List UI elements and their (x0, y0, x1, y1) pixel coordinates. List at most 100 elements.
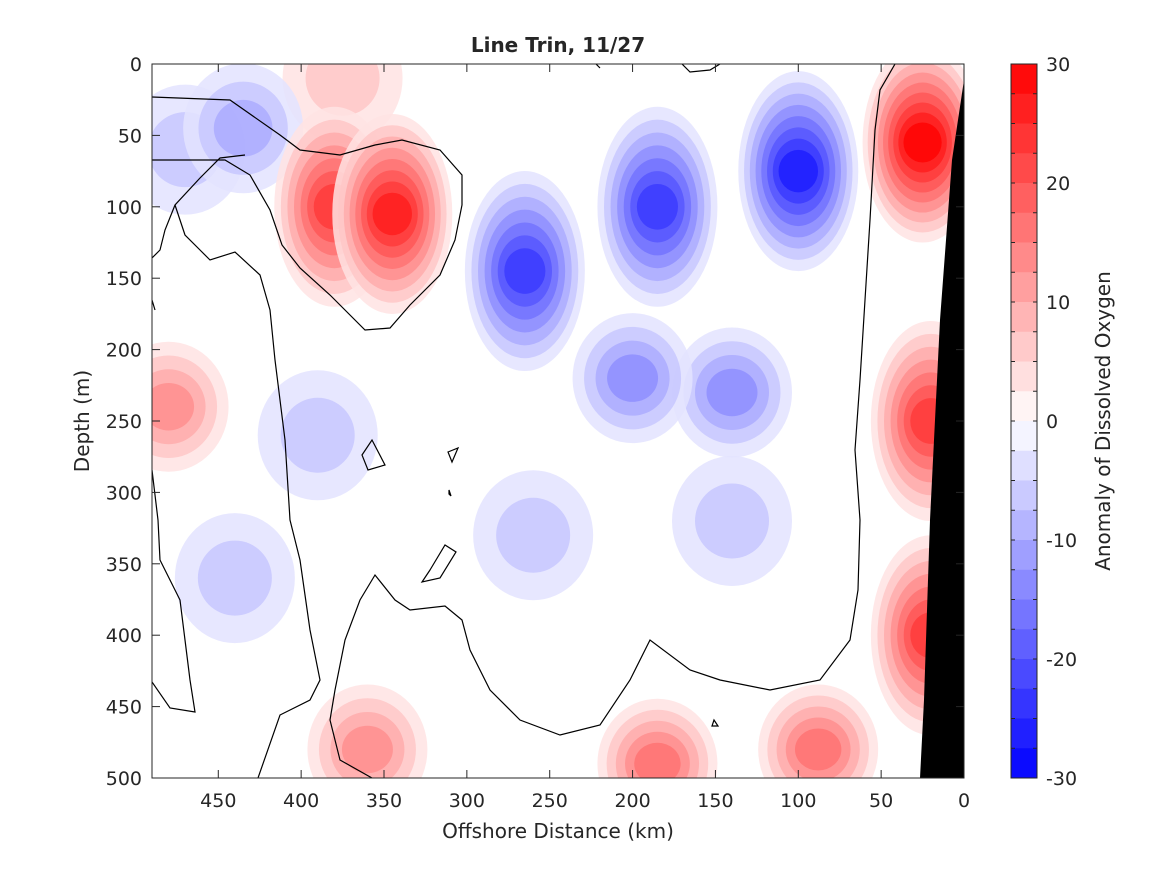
colorbar-frame (1010, 63, 1038, 779)
x-tick-label: 400 (283, 790, 319, 812)
y-tick-label: 0 (130, 54, 142, 76)
colorbar-label: Anomaly of Dissolved Oxygen (1091, 271, 1115, 571)
colorbar-tick-label: 20 (1046, 173, 1070, 195)
y-tick-label: 300 (106, 482, 142, 504)
colorbar-band (1011, 361, 1037, 392)
colorbar-band (1011, 629, 1037, 660)
x-tick-label: 250 (532, 790, 568, 812)
anomaly-oxygen-maximum (758, 684, 879, 778)
land-mask (920, 64, 964, 778)
anomaly-level-band (634, 742, 681, 778)
colorbar-tick-label: -10 (1046, 530, 1077, 552)
colorbar-band (1011, 64, 1037, 95)
anomaly-level-band (213, 99, 273, 157)
colorbar-band (1011, 153, 1037, 184)
colorbar-band (1011, 302, 1037, 333)
zero-contour (595, 64, 601, 69)
x-tick-label: 50 (869, 790, 893, 812)
y-tick-label: 150 (106, 268, 142, 290)
y-tick-label: 250 (106, 411, 142, 433)
anomaly-oxygen-minimum (257, 370, 378, 501)
colorbar-band (1011, 599, 1037, 630)
x-tick-label: 200 (614, 790, 650, 812)
colorbar-band (1011, 480, 1037, 511)
anomaly-level-band (504, 248, 546, 294)
colorbar-bands (1011, 63, 1037, 779)
x-tick-label: 300 (449, 790, 485, 812)
zero-contour (447, 446, 460, 464)
x-tick-label: 450 (200, 790, 236, 812)
anomaly-oxygen-maximum (152, 341, 229, 472)
colorbar-band (1011, 688, 1037, 719)
colorbar-band (1011, 421, 1037, 452)
colorbar-tick-label: -30 (1046, 768, 1077, 790)
anomaly-level-band (695, 483, 769, 559)
anomaly-oxygen-maximum (332, 113, 453, 314)
y-tick-label: 200 (106, 340, 142, 362)
x-tick-label: 350 (366, 790, 402, 812)
colorbar-band (1011, 93, 1037, 124)
colorbar-band (1011, 212, 1037, 243)
anomaly-level-band (903, 122, 942, 163)
x-tick-label: 150 (697, 790, 733, 812)
plot-area (152, 64, 964, 778)
anomaly-level-band (372, 192, 413, 236)
colorbar-tick-label: 30 (1046, 54, 1070, 76)
colorbar-tick-label: 10 (1046, 292, 1070, 314)
x-tick-label: 100 (780, 790, 816, 812)
anomaly-level-band (305, 64, 380, 116)
y-tick-label: 400 (106, 625, 142, 647)
colorbar-tick-label: -20 (1046, 649, 1077, 671)
colorbar-band (1011, 510, 1037, 541)
zero-contour (152, 469, 196, 713)
y-axis: 0 50 100 150 200 250 300 350 400 450 500 (106, 54, 964, 790)
anomaly-oxygen-minimum (672, 327, 792, 458)
anomaly-level-band (341, 725, 393, 774)
anomaly-level-band (636, 183, 679, 230)
anomaly-oxygen-minimum (183, 64, 304, 194)
anomaly-oxygen-minimum (597, 106, 718, 307)
colorbar-band (1011, 748, 1037, 779)
anomaly-level-band (197, 540, 272, 616)
anomaly-field (152, 64, 964, 778)
colorbar-band (1011, 659, 1037, 690)
colorbar-band (1011, 331, 1037, 362)
zero-contour (448, 489, 452, 497)
zero-contours (152, 64, 896, 778)
colorbar-band (1011, 718, 1037, 749)
zero-contour (361, 438, 386, 471)
y-axis-label: Depth (m) (70, 370, 94, 472)
colorbar-band (1011, 272, 1037, 303)
anomaly-oxygen-minimum (174, 513, 295, 644)
x-axis: 450 400 350 300 250 200 150 100 50 0 (200, 64, 970, 812)
colorbar-band (1011, 450, 1037, 481)
anomaly-oxygen-maximum (862, 64, 964, 243)
chart-title: Line Trin, 11/27 (471, 33, 645, 57)
colorbar-band (1011, 183, 1037, 214)
anomaly-oxygen-minimum (572, 313, 693, 444)
zero-contour (174, 204, 321, 778)
anomaly-level-band (706, 368, 758, 417)
y-tick-label: 350 (106, 554, 142, 576)
x-axis-label: Offshore Distance (km) (442, 819, 674, 843)
anomaly-level-band (607, 354, 659, 402)
colorbar-band (1011, 569, 1037, 600)
anomaly-oxygen-minimum (473, 470, 594, 601)
colorbar-band (1011, 391, 1037, 422)
colorbar: 30 20 10 0 -10 -20 -30 Anomaly of Dissolved Ox… (1010, 54, 1115, 790)
colorbar-axis: 30 20 10 0 -10 -20 -30 (1046, 54, 1077, 790)
colorbar-tick-label: 0 (1046, 411, 1058, 433)
anomaly-oxygen-minimum (464, 171, 585, 372)
zero-contour (329, 64, 896, 778)
zero-contour (152, 96, 463, 331)
anomaly-oxygen-maximum (597, 698, 718, 778)
anomaly-oxygen-minimum (738, 71, 859, 272)
colorbar-band (1011, 123, 1037, 154)
zero-contour (711, 718, 720, 727)
y-tick-label: 100 (106, 197, 142, 219)
anomaly-level-band (280, 397, 355, 473)
anomaly-level-band (794, 728, 842, 771)
colorbar-band (1011, 540, 1037, 571)
anomaly-level-band (152, 382, 195, 431)
